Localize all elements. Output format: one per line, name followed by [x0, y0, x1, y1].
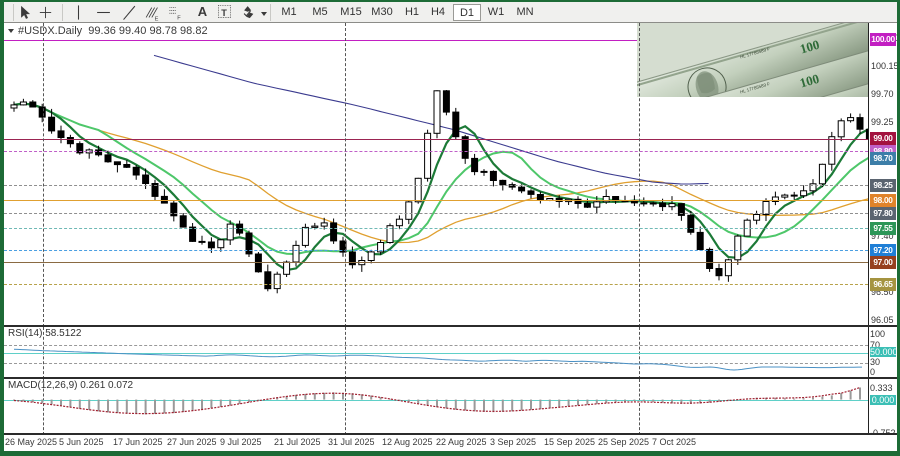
svg-text:F: F: [177, 16, 181, 21]
svg-text:T: T: [221, 8, 227, 18]
svg-text:E: E: [155, 16, 159, 21]
